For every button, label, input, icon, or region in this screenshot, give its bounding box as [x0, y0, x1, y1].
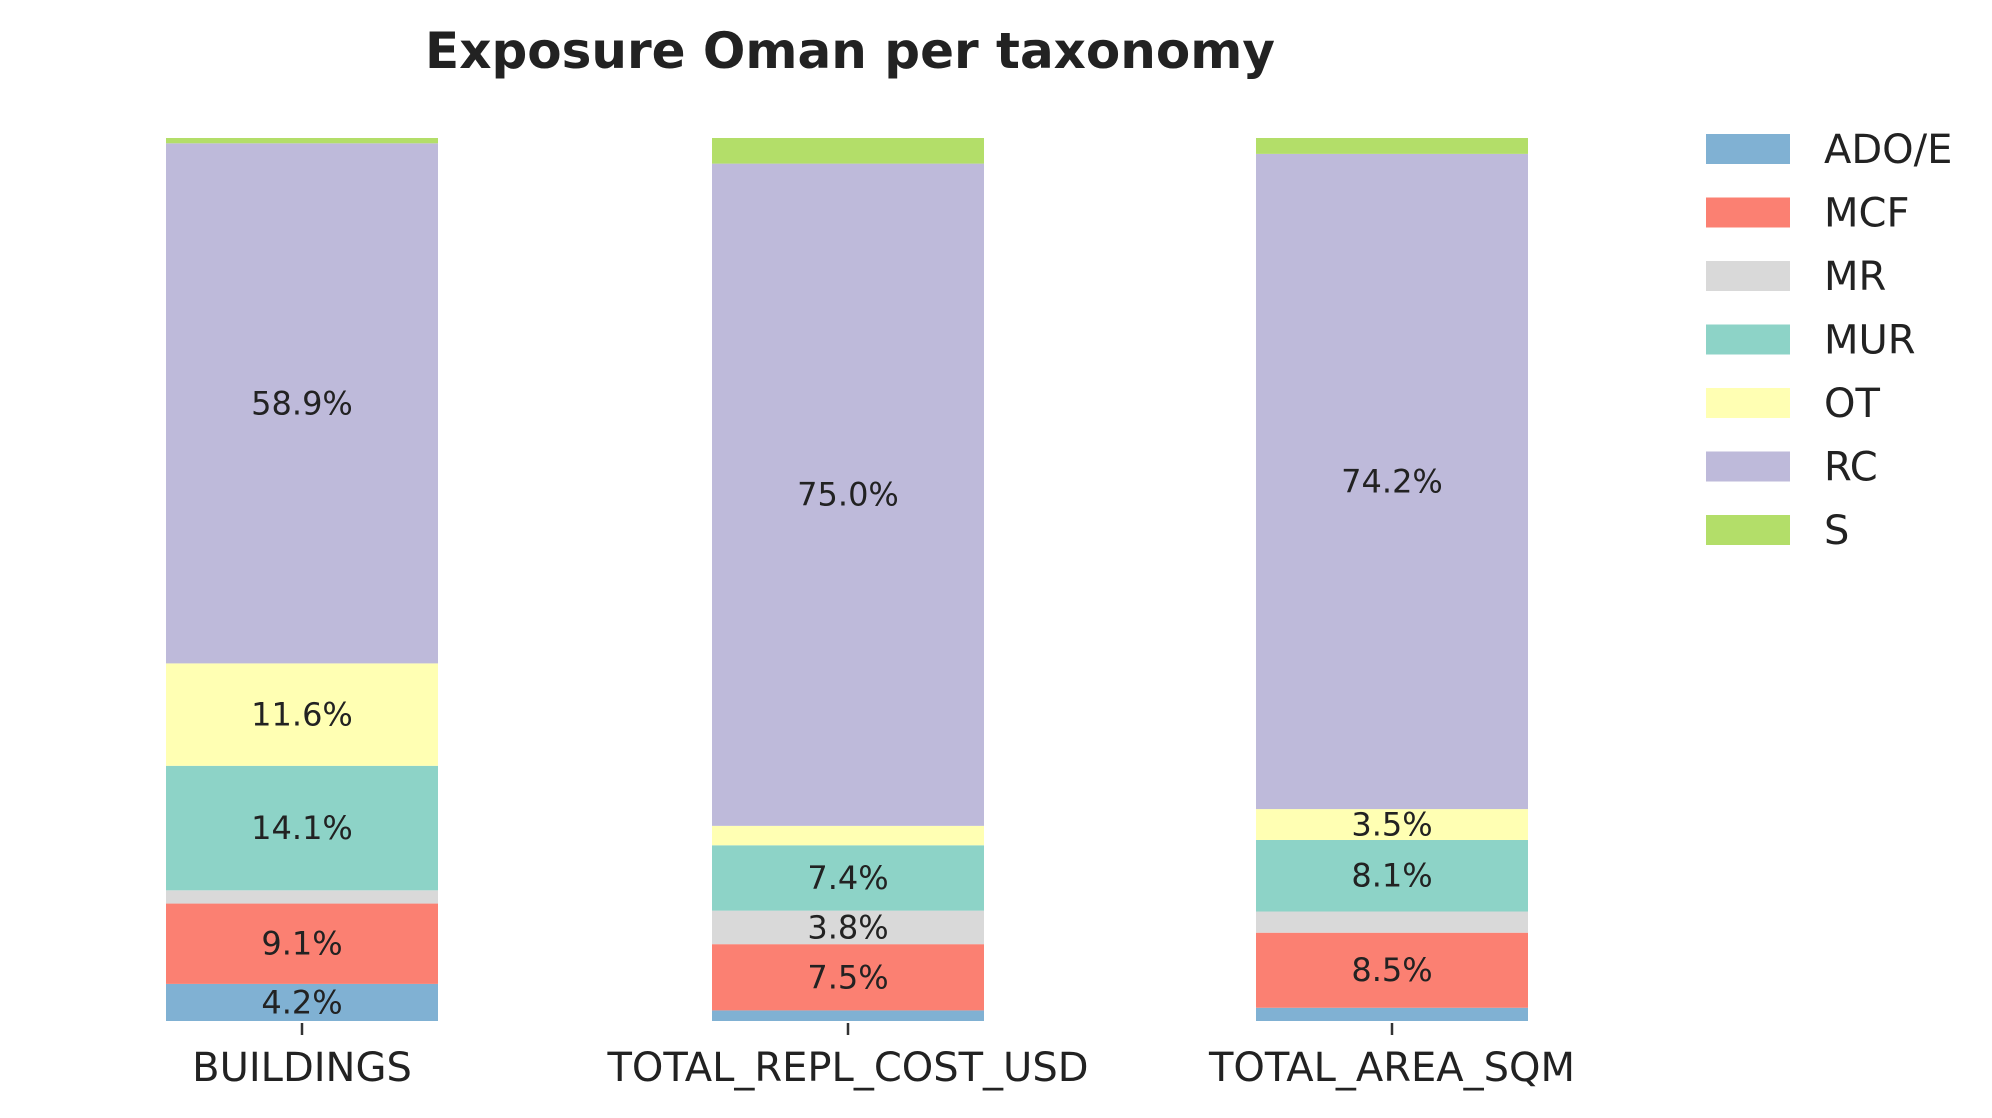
bar-segment-total-area-sqm-ot: [1256, 809, 1528, 840]
legend: ADO/E MCF MR MUR OT RC S: [1706, 127, 1952, 554]
data-label-buildings-rc: 58.9%: [251, 384, 353, 422]
legend-swatch-mr: [1706, 261, 1790, 291]
bar-segment-buildings-ot: [166, 663, 438, 766]
bar-segment-total-repl-cost-usd-mr: [712, 910, 984, 945]
x-tick-label-buildings: BUILDINGS: [192, 1045, 412, 1091]
data-label-buildings-ot: 11.6%: [251, 696, 353, 734]
bar-segment-total-area-sqm-ado-e: [1256, 1007, 1528, 1021]
data-label-buildings-mur: 14.1%: [251, 809, 353, 847]
bar-segment-buildings-ado-e: [166, 983, 438, 1021]
legend-swatch-ot: [1706, 388, 1790, 418]
x-tick-label-total-area-sqm: TOTAL_AREA_SQM: [1208, 1045, 1575, 1091]
data-label-total-area-sqm-rc: 74.2%: [1341, 462, 1443, 500]
legend-swatch-mur: [1706, 324, 1790, 355]
legend-swatch-mcf: [1706, 197, 1790, 228]
data-label-total-repl-cost-usd-mur: 7.4%: [807, 859, 888, 897]
bar-segment-buildings-mr: [166, 890, 438, 904]
bar-segment-total-area-sqm-mcf: [1256, 932, 1528, 1008]
bar-segment-total-repl-cost-usd-ado-e: [712, 1010, 984, 1021]
legend-label-s: S: [1824, 508, 1849, 554]
bar-segment-total-area-sqm-mr: [1256, 911, 1528, 933]
data-label-total-area-sqm-mcf: 8.5%: [1351, 951, 1432, 989]
bar-segment-total-area-sqm-rc: [1256, 153, 1528, 810]
bar-segment-buildings-mcf: [166, 903, 438, 984]
legend-label-ado-e: ADO/E: [1824, 127, 1952, 173]
legend-swatch-rc: [1706, 451, 1790, 482]
legend-swatch-ado-e: [1706, 134, 1790, 164]
bar-segment-buildings-mur: [166, 765, 438, 891]
bar-segment-total-repl-cost-usd-mcf: [712, 944, 984, 1011]
data-label-total-repl-cost-usd-mcf: 7.5%: [807, 958, 888, 996]
bar-segment-total-repl-cost-usd-rc: [712, 163, 984, 826]
bar-segment-total-area-sqm-mur: [1256, 839, 1528, 912]
x-axis: BUILDINGS TOTAL_REPL_COST_USD TOTAL_AREA_S…: [192, 1023, 1575, 1091]
chart-title: Exposure Oman per taxonomy: [425, 22, 1275, 80]
bar-segment-total-repl-cost-usd-ot: [712, 825, 984, 846]
legend-label-mcf: MCF: [1824, 191, 1909, 237]
data-label-total-repl-cost-usd-mr: 3.8%: [807, 908, 888, 946]
bar-segment-total-repl-cost-usd-mur: [712, 845, 984, 911]
bar-segment-total-repl-cost-usd-s: [712, 138, 984, 164]
legend-label-rc: RC: [1824, 445, 1878, 491]
bar-segment-buildings-rc: [166, 143, 438, 664]
bar-segment-buildings-s: [166, 138, 438, 144]
legend-label-ot: OT: [1824, 381, 1880, 427]
bar-segment-total-area-sqm-s: [1256, 138, 1528, 154]
bars-group: [166, 138, 1528, 1021]
data-label-total-area-sqm-mur: 8.1%: [1351, 857, 1432, 895]
data-label-total-repl-cost-usd-rc: 75.0%: [797, 476, 899, 514]
data-label-buildings-mcf: 9.1%: [261, 925, 342, 963]
data-label-buildings-ado-e: 4.2%: [261, 983, 342, 1021]
data-label-total-area-sqm-ot: 3.5%: [1351, 806, 1432, 844]
legend-label-mur: MUR: [1824, 318, 1916, 364]
legend-label-mr: MR: [1824, 254, 1886, 300]
segment-labels-group: 4.2% 9.1% 14.1% 11.6% 58.9% 7.5% 3.8% 7.4% 75.0%…: [251, 384, 1443, 1021]
x-tick-label-total-repl-cost-usd: TOTAL_REPL_COST_USD: [606, 1045, 1088, 1091]
legend-swatch-s: [1706, 515, 1790, 545]
